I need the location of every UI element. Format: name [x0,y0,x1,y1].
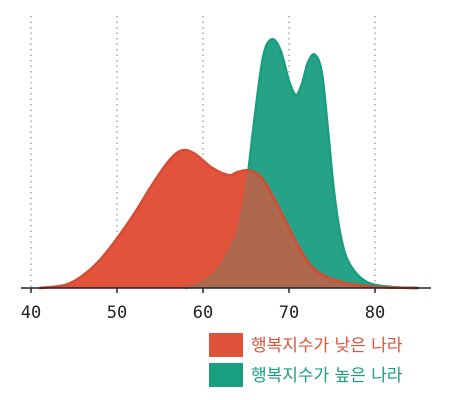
series-areas [38,37,420,290]
x-axis-ticks: 40 50 60 70 80 [21,288,385,323]
legend-swatch-0 [209,333,243,357]
x-tick-label-60: 60 [193,303,213,323]
x-tick-label-80: 80 [365,303,385,323]
x-tick-label-40: 40 [21,303,41,323]
legend-swatch-1 [209,363,243,387]
series-0-overlay-line [39,148,419,290]
x-tick-label-70: 70 [279,303,299,323]
legend-label-0: 행복지수가 낮은 나라 [251,336,403,356]
x-tick-label-50: 50 [107,303,127,323]
legend-label-1: 행복지수가 높은 나라 [251,366,403,386]
series-0-overlay [39,150,418,288]
